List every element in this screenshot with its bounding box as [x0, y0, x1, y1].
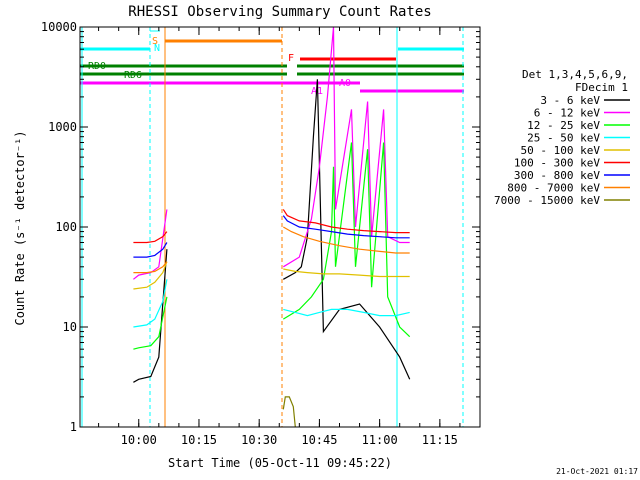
series-line-7-segment-0	[133, 261, 168, 274]
legend-entry-label: 25 - 50 keV	[527, 132, 600, 145]
legend-header-2: FDecim 1	[575, 81, 628, 94]
legend-entry-label: 800 - 7000 keV	[507, 182, 600, 195]
series-line-6-segment-1	[282, 215, 410, 239]
legend-entry-label: 6 - 12 keV	[534, 107, 601, 120]
series-line-4-segment-0	[133, 261, 168, 290]
y-tick-label: 100	[55, 220, 77, 234]
series-line-5-segment-0	[133, 231, 168, 244]
x-tick-label: 10:30	[241, 433, 277, 447]
series-line-0-segment-1	[283, 79, 411, 380]
y-tick-label: 10	[63, 320, 77, 334]
series-line-3-segment-0	[133, 279, 168, 328]
plot-frame	[79, 26, 481, 428]
legend-entry-label: 300 - 800 keV	[514, 169, 600, 182]
x-tick-label: 11:15	[422, 433, 458, 447]
series-line-3-segment-1	[283, 308, 410, 317]
series-line-2-segment-1	[282, 142, 411, 338]
annotation-label-n: N	[154, 43, 160, 54]
x-axis-label: Start Time (05-Oct-11 09:45:22)	[168, 456, 392, 470]
annotation-label-rd0: RD0	[88, 61, 106, 72]
legend-entry-label: 50 - 100 keV	[521, 144, 601, 157]
series-line-8-segment-0	[282, 396, 296, 428]
annotation-label-a0: A0	[339, 78, 351, 89]
series-line-4-segment-1	[283, 268, 410, 278]
annotation-label-f: F	[288, 53, 294, 64]
y-axis-label: Count Rate (s⁻¹ detector⁻¹)	[13, 130, 27, 325]
timestamp-label: 21-Oct-2021 01:17	[556, 467, 638, 476]
x-tick-label: 10:45	[301, 433, 337, 447]
x-tick-label: 11:00	[362, 433, 398, 447]
chart-title: RHESSI Observing Summary Count Rates	[128, 4, 431, 20]
legend-entry-label: 7000 - 15000 keV	[494, 194, 600, 207]
legend-header-1: Det 1,3,4,5,6,9,	[522, 68, 628, 81]
series-line-2-segment-0	[133, 296, 168, 350]
series-line-1-segment-1	[282, 26, 410, 268]
legend-entry-label: 100 - 300 keV	[514, 157, 600, 170]
y-tick-label: 10000	[41, 20, 77, 34]
annotation-label-s: S	[152, 36, 158, 47]
series-line-7-segment-1	[283, 226, 410, 254]
legend-entry-label: 12 - 25 keV	[527, 119, 600, 132]
series-line-5-segment-1	[282, 209, 410, 234]
y-tick-label: 1	[70, 420, 77, 434]
x-tick-label: 10:00	[121, 433, 157, 447]
legend-entry-label: 3 - 6 keV	[540, 94, 600, 107]
series-line-6-segment-0	[133, 242, 168, 258]
annotation-label-rd6: RD6	[124, 70, 142, 81]
x-tick-label: 10:15	[181, 433, 217, 447]
y-tick-label: 1000	[48, 120, 77, 134]
